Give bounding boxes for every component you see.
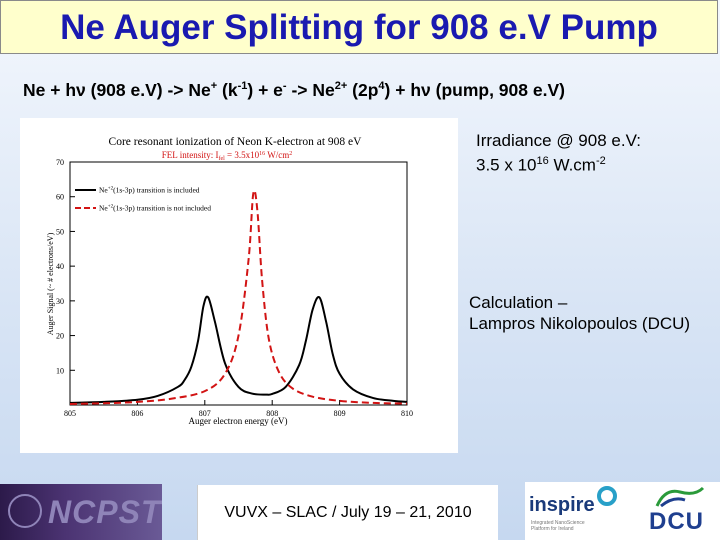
series-included-line bbox=[69, 295, 408, 404]
nu-symbol: ν bbox=[421, 80, 431, 100]
x-tick-label: 805 bbox=[64, 409, 76, 418]
x-tick-label: 806 bbox=[131, 409, 143, 418]
ncpst-logo: NCPST bbox=[0, 484, 162, 540]
irradiance-note: Irradiance @ 908 e.V: 3.5 x 1016 W.cm-2 bbox=[476, 130, 641, 176]
eq-part: ) + h bbox=[384, 80, 422, 100]
inspire-subtitle: Integrated NanoScience Platform for Irel… bbox=[531, 520, 585, 532]
subtitle-part: W/cm bbox=[265, 150, 289, 160]
conference-text: VUVX – SLAC / July 19 – 21, 2010 bbox=[224, 504, 472, 521]
eq-part: Ne + h bbox=[23, 80, 77, 100]
y-axis-label: Auger Signal (~ # electrons/eV) bbox=[46, 232, 55, 335]
chart-title: Core resonant ionization of Neon K-elect… bbox=[109, 136, 363, 148]
reaction-equation: Ne + hν (908 e.V) -> Ne+ (k-1) + e- -> N… bbox=[23, 80, 565, 101]
eq-superscript: + bbox=[210, 80, 218, 93]
legend-part: (1s-3p) transition is not included bbox=[113, 204, 211, 213]
axis-ticks: 805 806 807 808 809 810 10 20 30 40 50 60 70 bbox=[56, 158, 413, 418]
dcu-logo-text: DCU bbox=[649, 508, 704, 535]
y-tick-label: 10 bbox=[56, 366, 64, 375]
irradiance-line2: 3.5 x 1016 W.cm-2 bbox=[476, 151, 641, 176]
plot-frame bbox=[69, 161, 408, 406]
subtitle-sub: fel bbox=[218, 155, 225, 162]
y-tick-label: 20 bbox=[56, 332, 64, 341]
irradiance-line1: Irradiance @ 908 e.V: bbox=[476, 131, 641, 150]
y-tick-label: 40 bbox=[56, 262, 64, 271]
inspire-ring-icon bbox=[597, 486, 617, 506]
calculation-line1: Calculation – bbox=[469, 293, 568, 312]
legend: Ne+2(1s-3p) transition is included Ne+2(… bbox=[75, 186, 211, 213]
subtitle-exp: 16 bbox=[259, 151, 265, 157]
eq-part: (pump, 908 e.V) bbox=[430, 80, 565, 100]
legend-part: Ne bbox=[99, 204, 108, 213]
nu-symbol: ν bbox=[76, 80, 86, 100]
legend-label-included: Ne+2(1s-3p) transition is included bbox=[99, 186, 200, 195]
partner-logos: inspire Integrated NanoScience Platform … bbox=[525, 482, 720, 540]
x-tick-label: 807 bbox=[199, 409, 211, 418]
eq-superscript: 4 bbox=[378, 80, 385, 93]
ncpst-logo-text: NCPST bbox=[48, 494, 162, 530]
y-tick-label: 70 bbox=[56, 158, 64, 167]
subtitle-part: FEL intensity: I bbox=[162, 150, 219, 160]
irr-part: 3.5 x 10 bbox=[476, 155, 537, 175]
title-bar: Ne Auger Splitting for 908 e.V Pump bbox=[0, 0, 718, 54]
eq-part: (2p bbox=[347, 80, 379, 100]
subtitle-part: = 3.5x10 bbox=[225, 150, 260, 160]
x-tick-label: 808 bbox=[266, 409, 278, 418]
irr-part: W.cm bbox=[548, 155, 596, 175]
legend-part: Ne bbox=[99, 186, 108, 195]
eq-superscript: 2+ bbox=[334, 80, 348, 93]
x-tick-label: 810 bbox=[401, 409, 413, 418]
y-tick-label: 30 bbox=[56, 297, 64, 306]
eq-superscript: - bbox=[282, 80, 287, 93]
inspire-logo-text: inspire bbox=[529, 494, 595, 516]
eq-part: ) + e bbox=[247, 80, 283, 100]
eq-part: -> Ne bbox=[286, 80, 335, 100]
y-tick-label: 60 bbox=[56, 193, 64, 202]
legend-sup: +2 bbox=[108, 187, 114, 192]
auger-chart: Core resonant ionization of Neon K-elect… bbox=[46, 136, 413, 426]
legend-label-not-included: Ne+2(1s-3p) transition is not included bbox=[99, 204, 211, 213]
irr-exp: -2 bbox=[595, 155, 606, 167]
series-group bbox=[69, 189, 408, 405]
x-axis-label: Auger electron energy (eV) bbox=[188, 416, 287, 426]
legend-sup: +2 bbox=[108, 205, 114, 210]
x-tick-label: 809 bbox=[334, 409, 346, 418]
calculation-note: Calculation – Lampros Nikolopoulos (DCU) bbox=[469, 292, 690, 334]
irr-exp: 16 bbox=[536, 155, 549, 167]
chart-panel: Core resonant ionization of Neon K-elect… bbox=[20, 118, 458, 453]
conference-footer: VUVX – SLAC / July 19 – 21, 2010 bbox=[197, 485, 498, 540]
ncpst-seal-icon bbox=[8, 494, 42, 528]
slide-title: Ne Auger Splitting for 908 e.V Pump bbox=[60, 8, 658, 47]
eq-part: (k bbox=[217, 80, 238, 100]
calculation-line2: Lampros Nikolopoulos (DCU) bbox=[469, 314, 691, 333]
eq-superscript: -1 bbox=[237, 80, 248, 93]
legend-part: (1s-3p) transition is included bbox=[113, 186, 200, 195]
chart-subtitle: FEL intensity: Ifel = 3.5x1016 W/cm2 bbox=[162, 150, 292, 162]
subtitle-exp: 2 bbox=[289, 151, 292, 157]
series-not-included-line bbox=[69, 189, 408, 405]
y-tick-label: 50 bbox=[56, 227, 64, 236]
eq-part: (908 e.V) -> Ne bbox=[85, 80, 211, 100]
dcu-mark-icon bbox=[655, 486, 705, 508]
